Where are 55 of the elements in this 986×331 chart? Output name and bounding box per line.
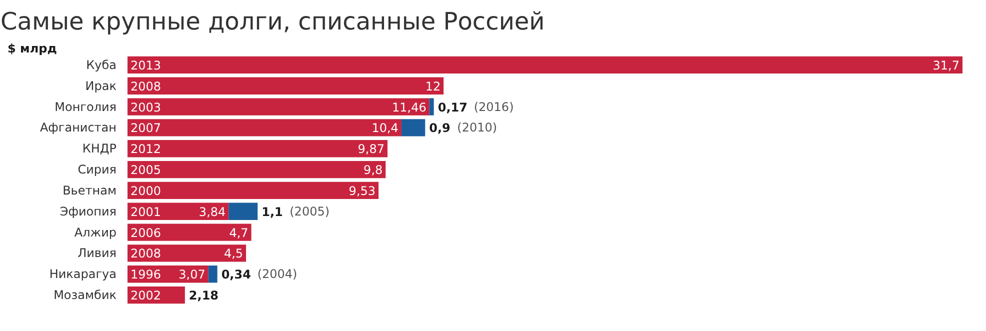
annotation: 2012 (130, 142, 162, 156)
y-tick-label: КНДР (82, 142, 116, 156)
bar (228, 202, 258, 220)
data-label: 9,87 (358, 142, 384, 156)
chart-title: Самые крупные долги, списанные Россией (0, 8, 545, 36)
data-label: 9,8 (364, 163, 383, 178)
annotation: 2008 (130, 246, 162, 261)
y-tick-label: Алжир (74, 225, 117, 240)
y-tick-label: Куба (86, 58, 116, 72)
y-tick-label: Вьетнам (62, 183, 117, 198)
annotation: 2008 (130, 79, 162, 94)
bar (401, 119, 426, 136)
bar (128, 56, 962, 74)
annotation: 2003 (130, 100, 162, 114)
data-label: 31,7 (932, 58, 960, 72)
annotation: 1996 (130, 268, 162, 282)
bar (128, 182, 379, 200)
bar (128, 98, 430, 116)
annotation: 2005 (130, 163, 162, 178)
data-label: 1,1 (2005) (262, 204, 330, 219)
data-label: 10,4 (372, 121, 398, 136)
data-label: 2,18 (188, 288, 219, 303)
data-label: 12 (425, 79, 441, 94)
bar (128, 119, 402, 136)
data-label: 0,17 (2016) (438, 100, 514, 114)
data-label: 0,34 (2004) (221, 267, 298, 282)
annotation: 2002 (130, 288, 162, 303)
y-tick-label: Ливия (78, 246, 117, 260)
y-tick-label: Сирия (78, 162, 116, 177)
annotation: 2006 (130, 226, 162, 240)
data-label: 11,46 (392, 100, 426, 114)
y-tick-label: Эфиопия (60, 204, 117, 218)
annotation: 2007 (130, 121, 162, 136)
y-tick-label: Никарагуа (49, 267, 116, 282)
data-label: 9,53 (348, 184, 376, 198)
y-axis-title: $ млрд (8, 42, 58, 56)
bar (128, 77, 444, 94)
y-tick-label: Ирак (85, 78, 117, 93)
annotation: 2013 (130, 58, 162, 72)
bar (128, 140, 388, 158)
y-tick-label: Афганистан (40, 120, 117, 135)
bar (429, 98, 434, 116)
data-label: 3,07 (178, 268, 206, 282)
y-tick-label: Мозамбик (54, 288, 117, 302)
data-label: 0,9 (2010) (429, 120, 498, 136)
annotation: 2000 (130, 184, 162, 198)
bar (128, 224, 252, 241)
bar (128, 244, 246, 262)
bar (208, 266, 218, 283)
data-label: 4,5 (224, 246, 244, 261)
annotation: 2001 (130, 204, 162, 219)
data-label: 4,7 (229, 226, 248, 240)
y-tick-label: Монголия (54, 100, 116, 114)
data-label: 3,84 (198, 204, 226, 219)
bar (128, 160, 386, 178)
